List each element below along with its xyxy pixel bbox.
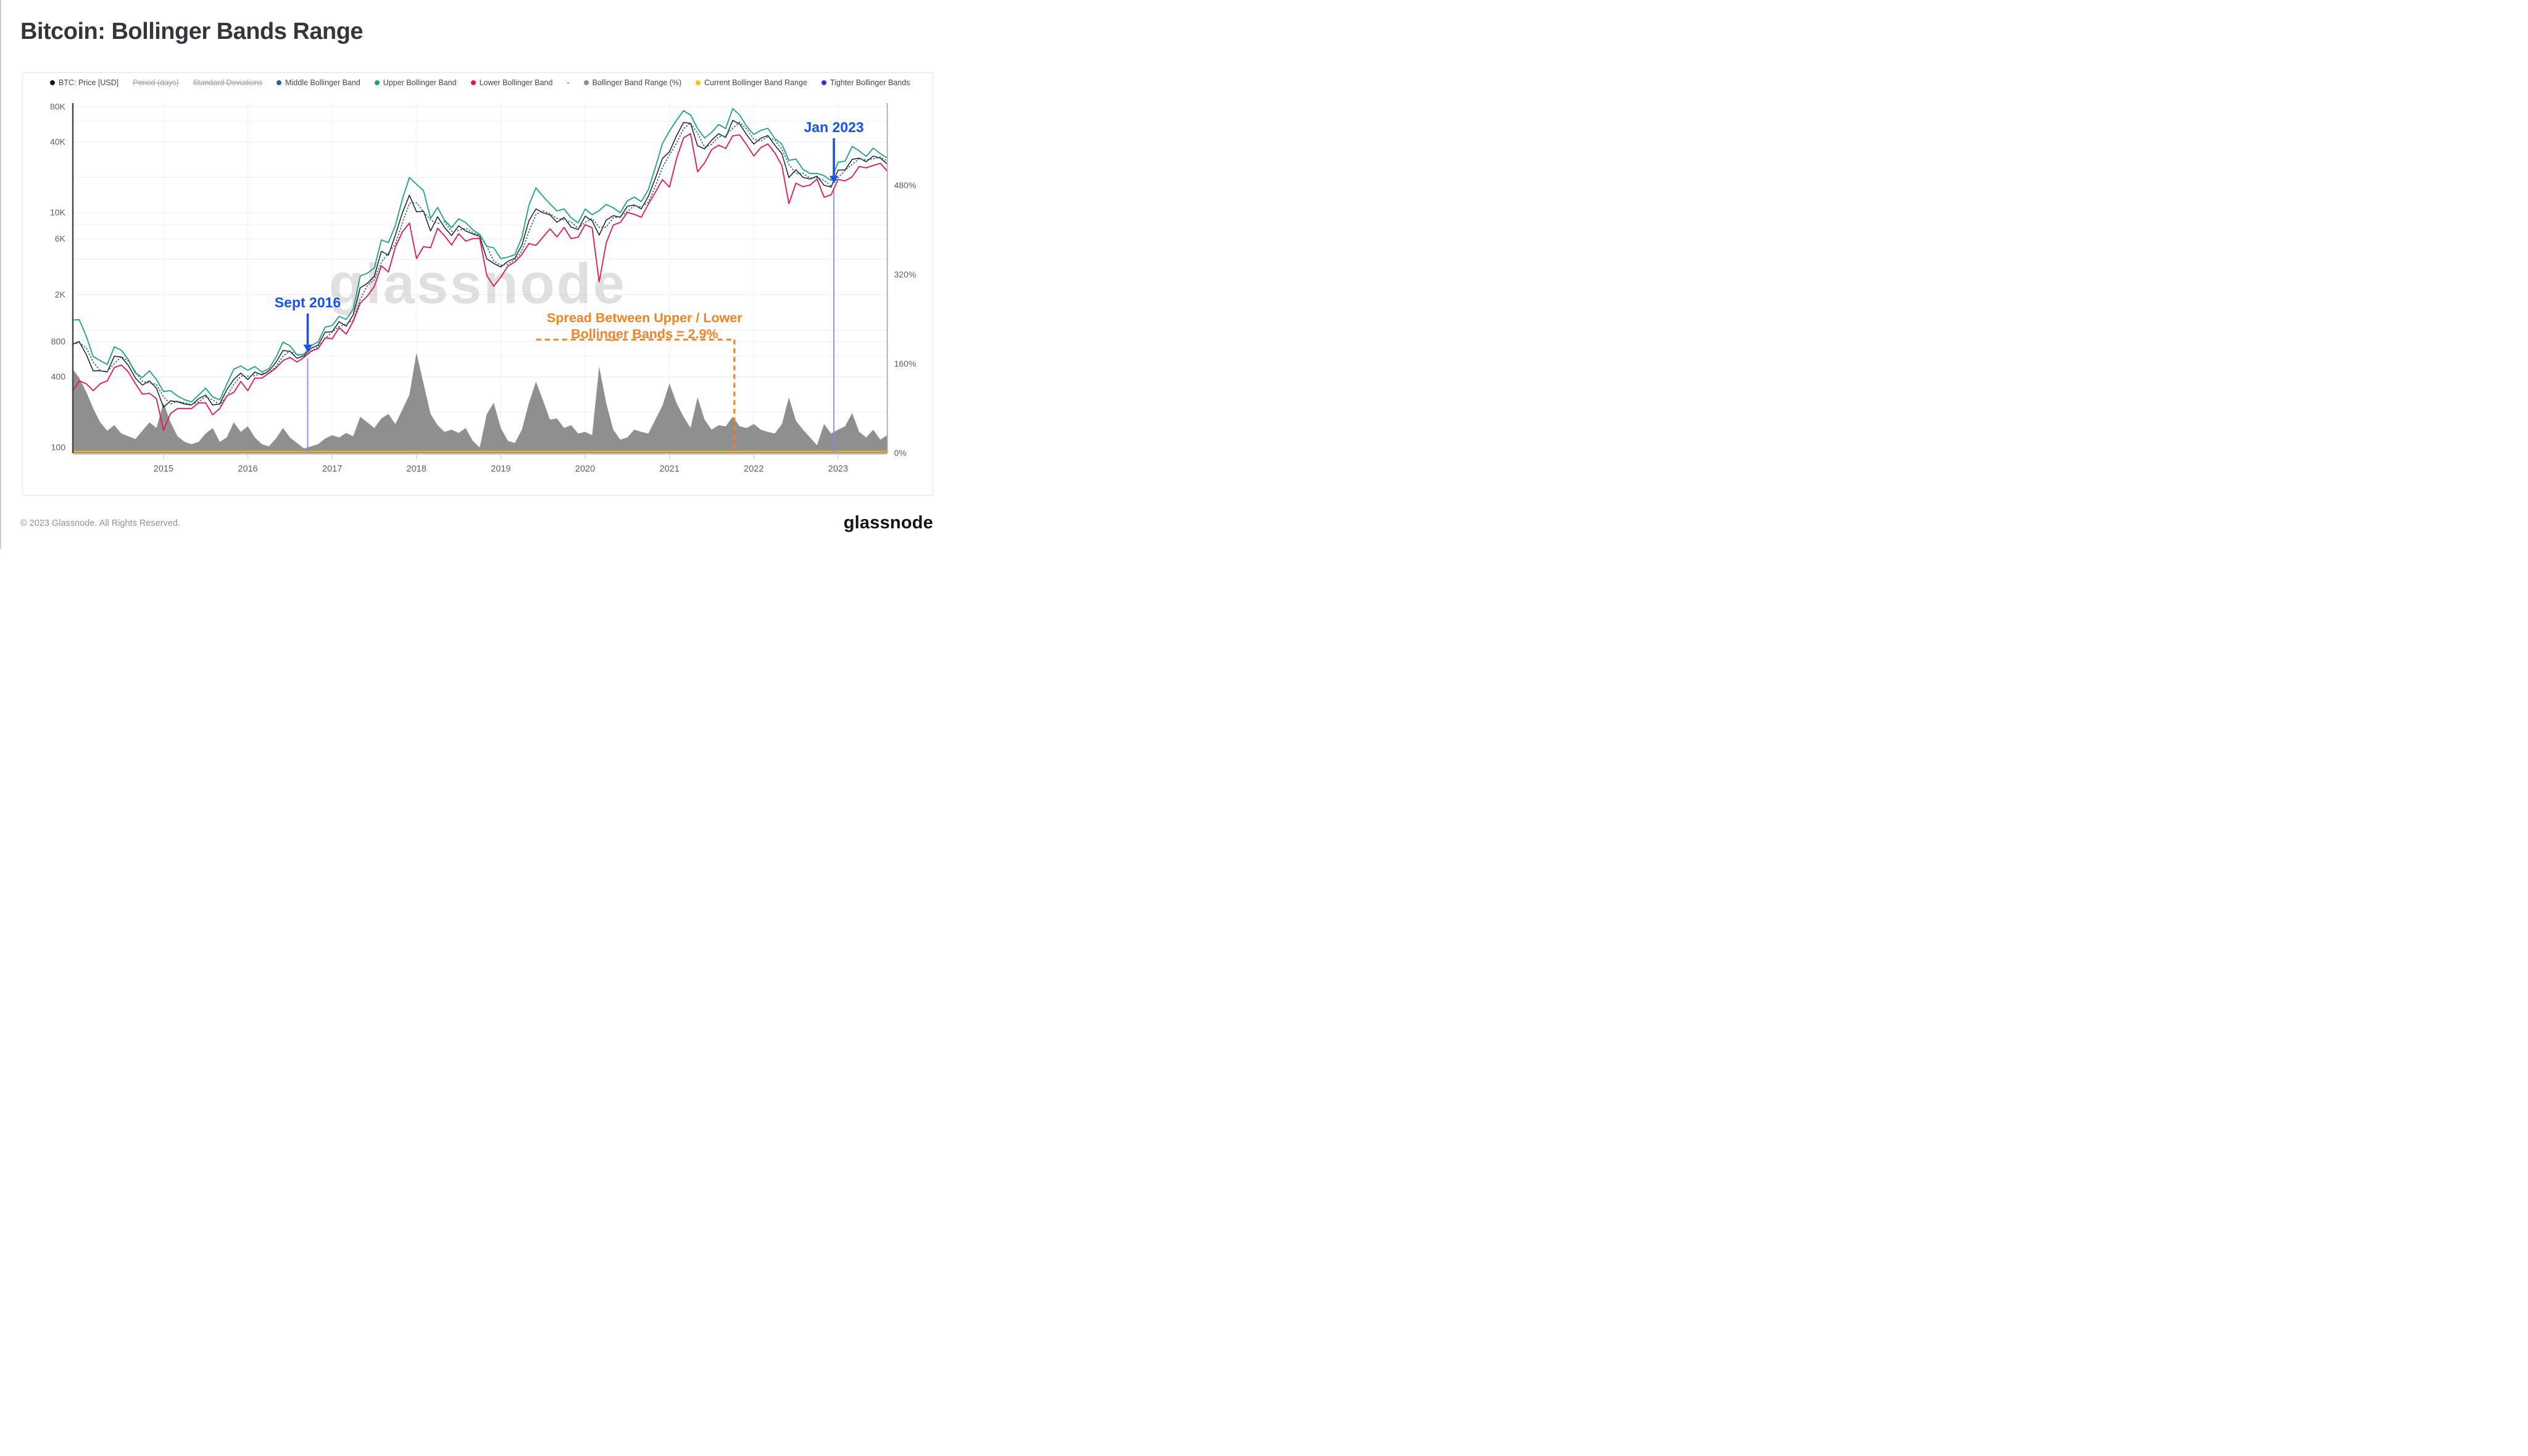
y-right-tick-label: 320% (894, 270, 917, 280)
legend-item-upper-bollinger-band[interactable]: Upper Bollinger Band (374, 78, 457, 87)
legend-item-lower-bollinger-band[interactable]: Lower Bollinger Band (470, 78, 553, 87)
x-axis-tick-label: 2015 (154, 464, 173, 474)
middle-bollinger-band-dot-icon (276, 80, 282, 85)
current-bollinger-band-range-dot-icon (696, 80, 701, 85)
lower-band-line (72, 133, 888, 431)
upper-band-line (72, 108, 888, 402)
y-left-tick-label: 800 (51, 336, 66, 346)
legend-item-label: Lower Bollinger Band (479, 78, 553, 87)
annotation-arrowhead-icon-0 (303, 344, 312, 352)
chart-card: glassnode 80K 40K 10K 6K 2K 800 400 100 480% 320% 1… (22, 72, 933, 496)
legend-item-label: Upper Bollinger Band (383, 78, 457, 87)
y-right-tick-label: 0% (894, 448, 907, 458)
copyright-text: © 2023 Glassnode. All Rights Reserved. (20, 518, 180, 528)
y-left-tick-label: 80K (50, 102, 66, 112)
bollinger-band-range-dot-icon (583, 80, 589, 85)
x-axis-tick-label: 2016 (238, 464, 257, 474)
x-axis-tick-label: 2023 (828, 464, 848, 474)
legend-item-label: Bollinger Band Range (%) (592, 78, 682, 87)
legend-item-period-days[interactable]: Period (days) (133, 78, 178, 87)
bollinger-chart[interactable]: glassnode 80K 40K 10K 6K 2K 800 400 100 480% 320% 1… (23, 73, 933, 495)
y-left-tick-label: 10K (50, 207, 66, 217)
baseline-strip (73, 453, 888, 455)
glassnode-logo: glassnode (843, 513, 933, 533)
y-right-tick-label: 480% (894, 180, 917, 190)
y-left-tick-label: 100 (51, 443, 66, 452)
annotation-label-0: Sept 2016 (275, 294, 341, 310)
tighter-bollinger-bands-dot-icon (821, 80, 826, 85)
y-right-tick-label: 160% (894, 359, 917, 368)
legend-item-btc-price[interactable]: BTC: Price [USD] (50, 78, 118, 87)
x-axis-tick-label: 2020 (575, 464, 595, 474)
middle-band-line (72, 122, 888, 406)
band-range-area (73, 352, 888, 453)
upper-bollinger-band-dot-icon (374, 80, 380, 85)
legend-item-tighter-bollinger-bands[interactable]: Tighter Bollinger Bands (821, 78, 910, 87)
y-left-tick-label: 6K (55, 233, 66, 243)
legend-item-label: Standard Deviations (193, 78, 263, 87)
lower-bollinger-band-dot-icon (470, 80, 476, 85)
legend-item-label: Period (days) (133, 78, 179, 87)
legend-item-label: Current Bollinger Band Range (704, 78, 807, 87)
x-axis-tick-label: 2021 (660, 464, 680, 474)
legend-item-middle-bollinger-band[interactable]: Middle Bollinger Band (276, 78, 360, 87)
spread-callout-line2: Bollinger Bands = 2.9% (571, 327, 718, 341)
x-axis-tick-label: 2019 (491, 464, 510, 474)
legend-item-label: Tighter Bollinger Bands (830, 78, 910, 87)
legend-item-label: BTC: Price [USD] (59, 78, 119, 87)
legend-item-current-bollinger-band-range[interactable]: Current Bollinger Band Range (696, 78, 807, 87)
glassnode-watermark: glassnode (329, 252, 626, 315)
legend-item-bollinger-band-range[interactable]: Bollinger Band Range (%) (583, 78, 682, 87)
annotation-arrowhead-icon-1 (830, 175, 839, 183)
legend: BTC: Price [USD] Period (days) Standard De… (50, 78, 926, 87)
y-left-tick-label: 40K (50, 137, 66, 147)
window-edge (0, 0, 1, 549)
page-title: Bitcoin: Bollinger Bands Range (20, 19, 364, 44)
legend-item-separator[interactable]: - (567, 78, 569, 87)
x-axis-tick-label: 2022 (744, 464, 763, 474)
spread-callout-line1: Spread Between Upper / Lower (547, 310, 742, 325)
btc-price-dot-icon (50, 80, 55, 85)
legend-item-label: Middle Bollinger Band (285, 78, 360, 87)
y-left-tick-label: 400 (51, 372, 66, 381)
legend-item-standard-deviations[interactable]: Standard Deviations (193, 78, 263, 87)
legend-item-label: - (567, 78, 570, 87)
y-left-tick-label: 2K (55, 289, 66, 299)
annotation-label-1: Jan 2023 (804, 119, 864, 135)
x-axis-tick-label: 2017 (322, 464, 342, 474)
x-axis-tick-label: 2018 (407, 464, 426, 474)
